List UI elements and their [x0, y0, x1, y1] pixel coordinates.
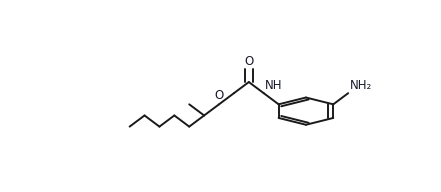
Text: NH: NH — [265, 79, 282, 92]
Text: O: O — [244, 55, 254, 68]
Text: NH₂: NH₂ — [350, 79, 372, 92]
Text: O: O — [214, 89, 224, 103]
